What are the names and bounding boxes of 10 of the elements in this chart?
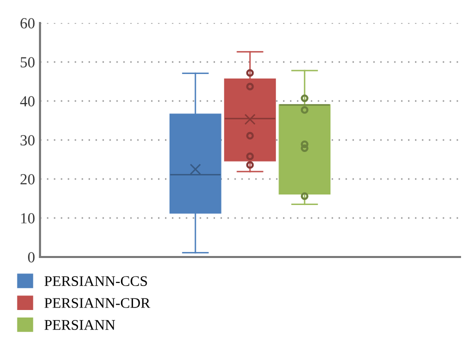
- y-tick-label: 30: [20, 135, 35, 146]
- y-tick-label: 50: [20, 57, 35, 68]
- y-tick-label: 20: [20, 174, 35, 184]
- y-tick-label: 40: [20, 96, 35, 106]
- legend-label: PERSIANN-CCS: [44, 276, 147, 286]
- y-tick-label: 10: [21, 213, 35, 224]
- y-tick-label: 60: [20, 18, 35, 28]
- legend-label: PERSIANN-CDR: [44, 298, 150, 308]
- y-tick-label: 0: [28, 252, 35, 262]
- legend-label: PERSIANN: [44, 320, 116, 330]
